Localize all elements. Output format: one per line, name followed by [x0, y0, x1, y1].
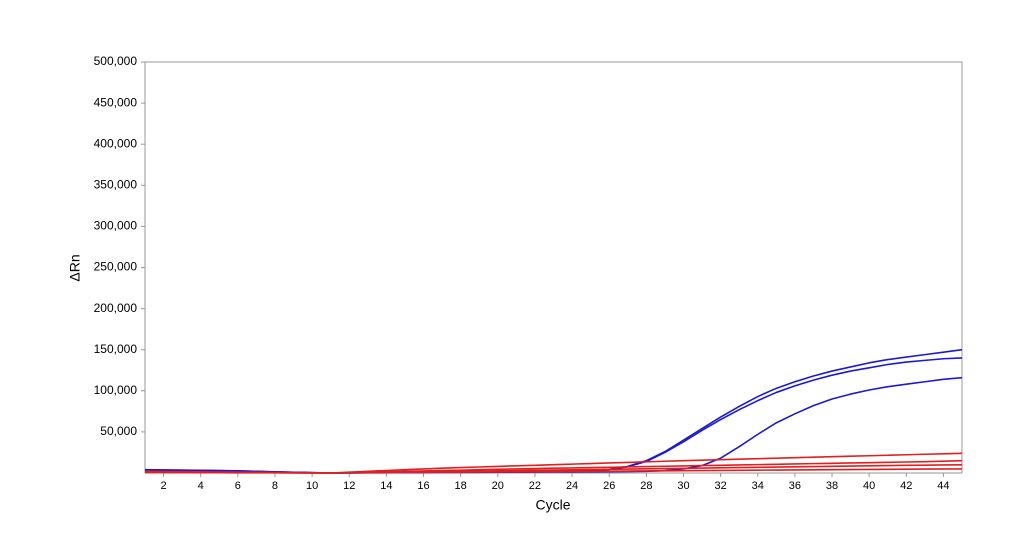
x-tick-label: 16 [417, 480, 429, 492]
x-tick-label: 24 [566, 480, 578, 492]
x-tick-label: 10 [306, 480, 318, 492]
x-tick-label: 34 [752, 480, 764, 492]
x-tick-label: 32 [714, 480, 726, 492]
x-tick-label: 28 [640, 480, 652, 492]
x-tick-label: 6 [235, 480, 241, 492]
y-tick-label: 500,000 [94, 54, 138, 68]
x-tick-label: 20 [492, 480, 504, 492]
plot-frame [144, 61, 963, 474]
y-tick-label: 150,000 [94, 342, 138, 356]
x-tick-label: 40 [863, 480, 875, 492]
x-tick-label: 26 [603, 480, 615, 492]
y-tick-label: 400,000 [94, 136, 138, 150]
y-axis-title: ΔRn [67, 254, 83, 281]
series-line [144, 468, 963, 474]
y-tick-label: 50,000 [100, 424, 137, 438]
x-tick-label: 4 [198, 480, 204, 492]
x-axis-title: Cycle [535, 497, 570, 513]
y-tick-label: 100,000 [94, 383, 138, 397]
x-tick-label: 38 [826, 480, 838, 492]
x-tick-label: 22 [529, 480, 541, 492]
y-tick-label: 200,000 [94, 301, 138, 315]
series-line [144, 348, 963, 474]
y-tick-label: 300,000 [94, 219, 138, 233]
x-tick-label: 44 [937, 480, 949, 492]
x-tick-label: 42 [900, 480, 912, 492]
x-tick-label: 14 [380, 480, 392, 492]
series-line [144, 376, 963, 474]
y-tick-label: 450,000 [94, 95, 138, 109]
x-tick-label: 8 [272, 480, 278, 492]
y-tick-label: 350,000 [94, 177, 138, 191]
y-tick-label: 250,000 [94, 260, 138, 274]
x-tick-label: 36 [789, 480, 801, 492]
x-tick-label: 30 [677, 480, 689, 492]
x-tick-label: 2 [161, 480, 167, 492]
x-tick-label: 12 [343, 480, 355, 492]
x-tick-label: 18 [455, 480, 467, 492]
